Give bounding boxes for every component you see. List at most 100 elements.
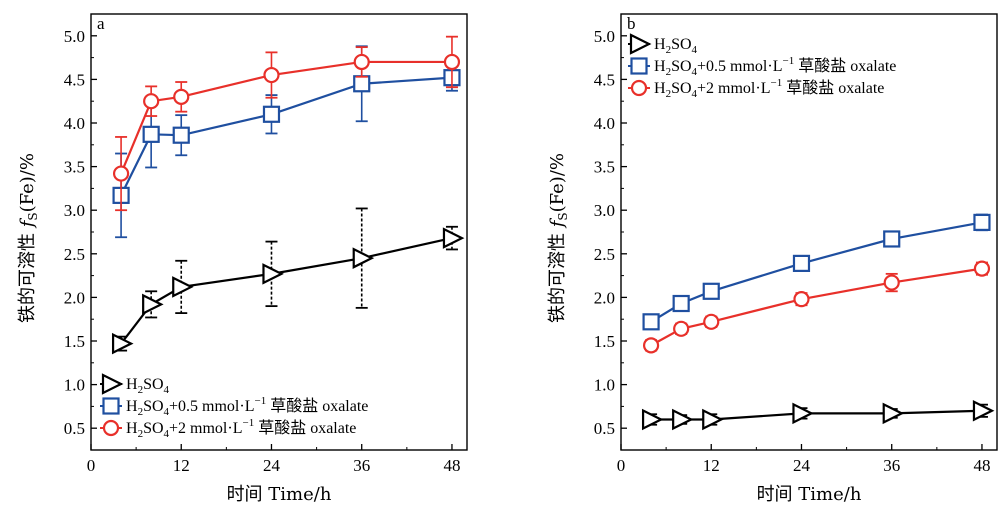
- legend-label: H2​SO4​: [126, 376, 170, 396]
- series-1: [642, 213, 991, 331]
- legend-marker: [629, 33, 652, 55]
- x-tick-label: 36: [883, 456, 900, 475]
- data-point: [672, 294, 690, 313]
- legend-entry-2: H2​SO4​+2 mmol·L−1​ 草酸盐 oxalate: [100, 417, 356, 440]
- data-point: [172, 126, 190, 144]
- y-tick-label: 4.5: [64, 70, 85, 89]
- legend-label: H2​SO4​+2 mmol·L−1​ 草酸盐 oxalate: [654, 77, 884, 100]
- legend-entry-1: H2​SO4​+0.5 mmol·L−1​ 草酸盐 oxalate: [628, 55, 896, 78]
- x-tick-label: 24: [793, 456, 811, 475]
- series-0: [111, 207, 465, 355]
- data-point: [353, 75, 371, 93]
- data-point: [883, 274, 900, 291]
- legend-entry-0: H2​SO4​: [100, 373, 170, 396]
- data-point: [111, 332, 134, 355]
- y-tick-label: 4.0: [594, 114, 615, 133]
- series-line: [120, 237, 453, 345]
- y-tick-label: 3.5: [594, 158, 615, 177]
- y-tick-label: 2.0: [64, 288, 85, 307]
- data-point: [642, 313, 660, 331]
- legend-marker: [102, 397, 120, 415]
- data-point: [883, 230, 901, 248]
- data-point: [792, 254, 811, 272]
- legend-entry-0: H2​SO4​: [628, 33, 698, 56]
- y-tick-label: 2.0: [594, 288, 615, 307]
- series-0: [641, 399, 995, 431]
- data-point: [352, 247, 375, 269]
- x-tick-label: 12: [703, 456, 720, 475]
- series-line: [650, 267, 983, 347]
- x-tick-label: 24: [263, 456, 281, 475]
- series-line: [650, 221, 983, 323]
- y-tick-label: 4.0: [64, 114, 85, 133]
- y-tick-label: 3.0: [594, 201, 615, 220]
- data-point: [262, 105, 281, 123]
- series-1: [112, 45, 461, 239]
- data-point: [972, 399, 995, 422]
- y-tick-label: 1.0: [594, 376, 615, 395]
- y-tick-label: 0.5: [64, 419, 85, 438]
- data-point: [973, 260, 991, 277]
- x-tick-label: 36: [353, 456, 370, 475]
- x-axis-title: 时间 Time/h: [227, 484, 332, 505]
- data-point: [882, 402, 905, 425]
- legend-label: H2​SO4​: [654, 36, 698, 56]
- chart-panel-b: 0 12 24 36 48 0.5 1.0 1.5 2.0 2.5 3.0 3.5 4.0 4.5 5.0 b…: [547, 13, 998, 505]
- y-tick-label: 0.5: [594, 419, 615, 438]
- series-line: [120, 60, 452, 174]
- data-point: [263, 66, 280, 84]
- data-point: [143, 93, 160, 110]
- y-tick-label: 4.5: [594, 70, 615, 89]
- legend-entry-2: H2​SO4​+2 mmol·L−1​ 草酸盐 oxalate: [628, 77, 884, 100]
- legend-marker: [630, 57, 648, 75]
- series-2: [112, 35, 461, 212]
- data-point: [173, 88, 190, 105]
- x-tick-label: 0: [87, 456, 96, 475]
- y-tick-label: 2.5: [594, 245, 615, 264]
- y-tick-label: 1.5: [64, 332, 85, 351]
- series-2: [642, 260, 991, 354]
- data-point: [793, 291, 810, 308]
- data-point: [702, 282, 720, 300]
- data-point: [443, 53, 461, 71]
- y-tick-label: 5.0: [64, 27, 85, 46]
- data-point: [142, 293, 164, 316]
- panel-label: a: [97, 14, 105, 33]
- series-line: [651, 409, 982, 421]
- series-line: [120, 76, 453, 196]
- y-axis-title: 铁的可溶性 fS(Fe)/%: [17, 153, 40, 323]
- y-axis-title: 铁的可溶性 fS(Fe)/%: [547, 153, 570, 323]
- legend-label: H2​SO4​+0.5 mmol·L−1​ 草酸盐 oxalate: [126, 395, 368, 418]
- y-tick-label: 2.5: [64, 245, 85, 264]
- chart-panel-a: 0 12 24 36 48 0.5 1.0 1.5 2.0 2.5 3.0 3.5 4.0 4.5 5.0 a…: [17, 13, 468, 505]
- x-tick-label: 48: [973, 456, 990, 475]
- data-point: [142, 125, 160, 143]
- data-point: [172, 276, 194, 298]
- legend-entry-1: H2​SO4​+0.5 mmol·L−1​ 草酸盐 oxalate: [100, 395, 368, 418]
- data-point: [262, 263, 284, 285]
- y-tick-label: 3.0: [64, 201, 85, 220]
- data-point: [673, 320, 690, 337]
- x-tick-label: 0: [617, 456, 626, 475]
- x-tick-label: 12: [173, 456, 190, 475]
- legend-label: H2​SO4​+2 mmol·L−1​ 草酸盐 oxalate: [126, 417, 356, 440]
- data-point: [703, 313, 720, 330]
- data-point: [702, 408, 724, 431]
- data-point: [973, 213, 991, 232]
- legend-marker: [102, 419, 120, 437]
- y-tick-label: 5.0: [594, 27, 615, 46]
- legend-marker: [101, 373, 124, 395]
- data-point: [112, 165, 130, 182]
- y-tick-label: 3.5: [64, 158, 85, 177]
- data-point: [792, 402, 814, 425]
- data-point: [672, 408, 694, 431]
- x-tick-label: 48: [443, 456, 460, 475]
- y-tick-label: 1.0: [64, 376, 85, 395]
- x-axis-title: 时间 Time/h: [757, 484, 862, 505]
- legend-marker: [630, 79, 648, 97]
- data-point: [353, 53, 370, 71]
- data-point: [641, 408, 664, 431]
- legend-label: H2​SO4​+0.5 mmol·L−1​ 草酸盐 oxalate: [654, 55, 896, 78]
- y-tick-label: 1.5: [594, 332, 615, 351]
